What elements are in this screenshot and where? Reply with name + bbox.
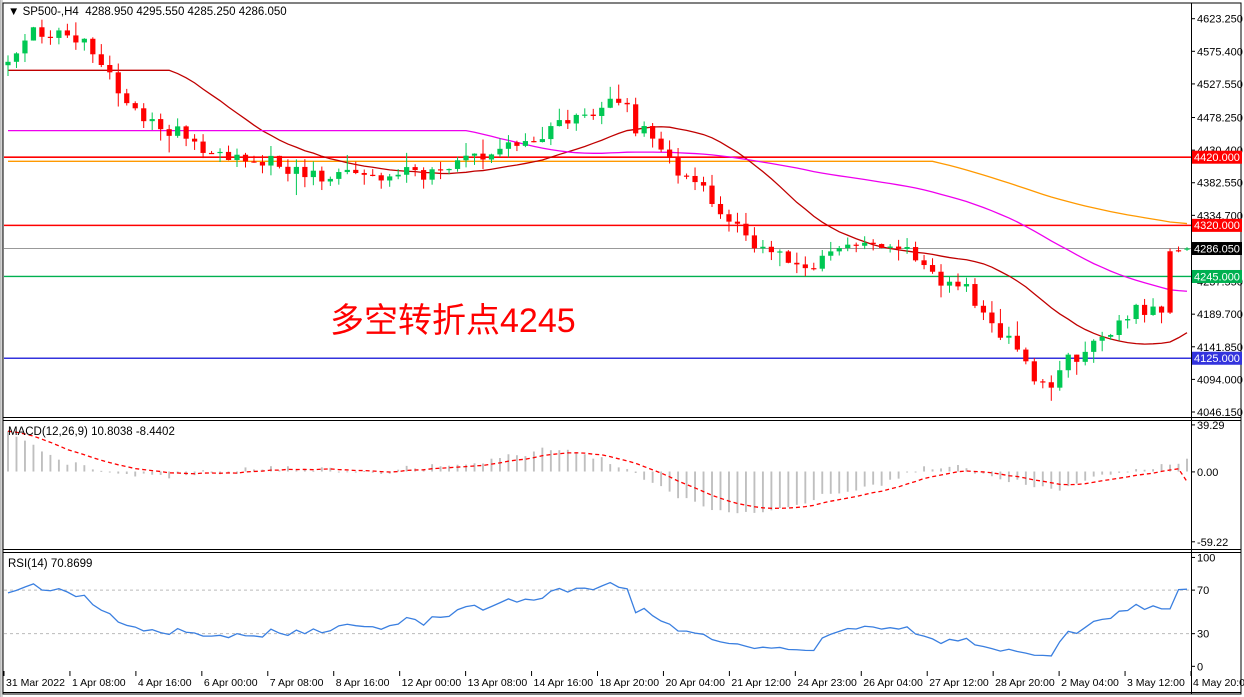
svg-text:8 Apr 16:00: 8 Apr 16:00 bbox=[336, 677, 390, 689]
svg-text:4125.000: 4125.000 bbox=[1194, 353, 1240, 365]
svg-text:4 May 20:00: 4 May 20:00 bbox=[1193, 677, 1244, 689]
svg-text:▼ SP500-,H4 4288.950 4295.550: ▼ SP500-,H4 4288.950 4295.550 4285.250 4… bbox=[8, 6, 287, 18]
svg-text:多空转折点4245: 多空转折点4245 bbox=[330, 302, 576, 340]
svg-text:4245.000: 4245.000 bbox=[1194, 271, 1240, 283]
svg-text:4286.050: 4286.050 bbox=[1194, 243, 1240, 255]
svg-text:1 Apr 08:00: 1 Apr 08:00 bbox=[72, 677, 126, 689]
svg-text:6 Apr 00:00: 6 Apr 00:00 bbox=[204, 677, 258, 689]
svg-text:4046.150: 4046.150 bbox=[1197, 407, 1243, 419]
svg-text:2 May 04:00: 2 May 04:00 bbox=[1061, 677, 1119, 689]
svg-text:21 Apr 12:00: 21 Apr 12:00 bbox=[731, 677, 791, 689]
svg-text:4094.000: 4094.000 bbox=[1197, 374, 1243, 386]
svg-text:14 Apr 16:00: 14 Apr 16:00 bbox=[534, 677, 594, 689]
svg-text:0: 0 bbox=[1197, 661, 1203, 673]
svg-text:3 May 12:00: 3 May 12:00 bbox=[1127, 677, 1185, 689]
svg-text:4382.550: 4382.550 bbox=[1197, 178, 1243, 190]
svg-text:18 Apr 20:00: 18 Apr 20:00 bbox=[600, 677, 660, 689]
svg-text:30: 30 bbox=[1197, 629, 1209, 641]
svg-text:39.29: 39.29 bbox=[1197, 420, 1225, 432]
svg-text:4 Apr 16:00: 4 Apr 16:00 bbox=[138, 677, 192, 689]
svg-text:28 Apr 20:00: 28 Apr 20:00 bbox=[995, 677, 1055, 689]
svg-text:4189.700: 4189.700 bbox=[1197, 309, 1243, 321]
svg-text:4478.250: 4478.250 bbox=[1197, 113, 1243, 125]
svg-text:4320.000: 4320.000 bbox=[1194, 220, 1240, 232]
svg-text:4527.550: 4527.550 bbox=[1197, 79, 1243, 91]
svg-text:26 Apr 04:00: 26 Apr 04:00 bbox=[863, 677, 923, 689]
svg-text:70: 70 bbox=[1197, 585, 1209, 597]
svg-text:RSI(14) 70.8699: RSI(14) 70.8699 bbox=[8, 558, 92, 570]
svg-text:-59.22: -59.22 bbox=[1197, 537, 1228, 549]
svg-text:27 Apr 12:00: 27 Apr 12:00 bbox=[929, 677, 989, 689]
svg-text:MACD(12,26,9) 10.8038 -8.4402: MACD(12,26,9) 10.8038 -8.4402 bbox=[8, 426, 175, 438]
svg-text:20 Apr 04:00: 20 Apr 04:00 bbox=[665, 677, 725, 689]
svg-text:100: 100 bbox=[1197, 552, 1215, 564]
svg-text:4575.400: 4575.400 bbox=[1197, 46, 1243, 58]
svg-text:13 Apr 08:00: 13 Apr 08:00 bbox=[468, 677, 528, 689]
svg-text:0.00: 0.00 bbox=[1197, 467, 1218, 479]
svg-text:7 Apr 08:00: 7 Apr 08:00 bbox=[270, 677, 324, 689]
svg-text:31 Mar 2022: 31 Mar 2022 bbox=[6, 677, 65, 689]
svg-text:4420.000: 4420.000 bbox=[1194, 152, 1240, 164]
svg-text:12 Apr 00:00: 12 Apr 00:00 bbox=[402, 677, 462, 689]
svg-text:4623.250: 4623.250 bbox=[1197, 14, 1243, 26]
svg-text:24 Apr 23:00: 24 Apr 23:00 bbox=[797, 677, 857, 689]
